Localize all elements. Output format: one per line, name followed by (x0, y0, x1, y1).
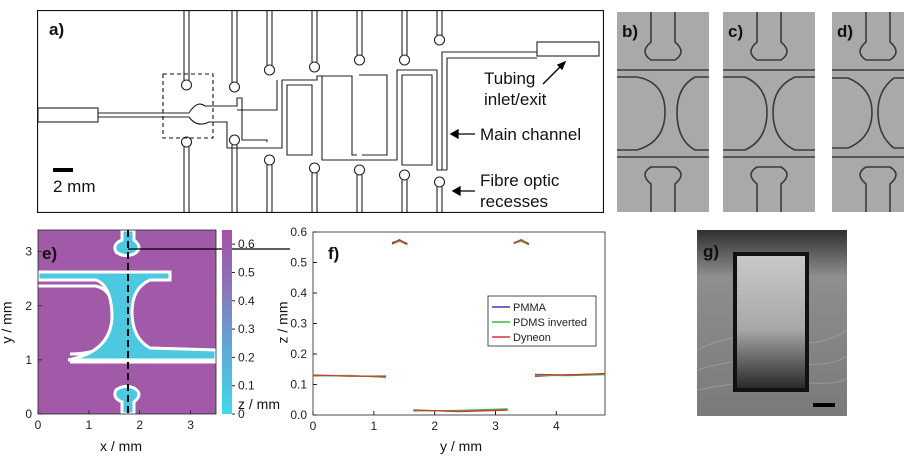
heatmap-xtick-label: 2 (136, 418, 143, 432)
colorbar-tick-label: 0.2 (238, 350, 255, 364)
profile-ytick-label: 0.6 (290, 225, 307, 239)
profile-ylabel: z / mm (274, 301, 291, 344)
profile-ytick-label: 0.4 (290, 286, 307, 300)
profile-xtick-label: 4 (553, 419, 560, 433)
profile-xtick-label: 0 (310, 419, 317, 433)
heatmap-ytick-label: 3 (25, 245, 32, 259)
micrograph-c: c) (723, 12, 815, 212)
panel-f-label: f) (328, 244, 340, 263)
panel-d-label: d) (837, 22, 854, 41)
series-line-pdms-inverted (391, 240, 408, 246)
micrograph-d: d) (832, 12, 904, 212)
colorbar-tick-label: 0.4 (238, 294, 255, 308)
channel-schematic (36, 9, 605, 214)
heatmap-ylabel: y / mm (0, 301, 15, 344)
legend-entry: Dyneon (513, 332, 551, 344)
heatmap-xtick-label: 0 (35, 418, 42, 432)
profile-xtick-label: 3 (492, 419, 499, 433)
panel-a-label: a) (49, 20, 65, 39)
profile-ytick-label: 0.3 (290, 317, 307, 331)
legend-entry: PDMS inverted (513, 317, 587, 329)
profile-ytick-label: 0.2 (290, 347, 307, 361)
profile-ytick-label: 0.0 (290, 408, 307, 422)
photo-scale-bar (813, 403, 835, 407)
heatmap-xlabel: x / mm (100, 438, 142, 454)
heatmap-xtick-label: 3 (187, 418, 194, 432)
colorbar-tick-label: 0.1 (238, 379, 255, 393)
heatmap-xtick-label: 1 (86, 418, 93, 432)
panel-e: 0 0.1 0.2 0.3 0.4 0.5 0.6 0 1 2 3 0 1 2 3 e) x / mm y… (0, 222, 300, 456)
main-channel-annotation: Main channel (480, 125, 582, 144)
panel-e-label: e) (42, 244, 58, 263)
profile-xtick-label: 2 (431, 419, 438, 433)
fibre-annotation-line2: recesses (480, 192, 549, 211)
colorbar-tick-label: 0.5 (238, 265, 255, 279)
panel-g-label: g) (703, 242, 720, 261)
tubing-annotation-line1: Tubing (484, 69, 536, 88)
colorbar-tick-label: 0.6 (238, 237, 255, 251)
panel-f: 0 1 2 3 4 0.0 0.1 0.2 0.3 0.4 0.5 0.6 PMMA PDMS inver… (270, 222, 610, 456)
heatmap-plot: 0 0.1 0.2 0.3 0.4 0.5 0.6 0 1 2 3 0 1 2 3 (25, 228, 300, 432)
heatmap-ytick-label: 0 (25, 407, 32, 421)
profile-xtick-label: 1 (370, 419, 377, 433)
scale-bar-label: 2 mm (53, 177, 96, 196)
panel-c-label: c) (728, 22, 744, 41)
heatmap-ytick-label: 2 (25, 299, 32, 313)
series-line-dyneon (312, 374, 387, 377)
series-line-dyneon (413, 409, 508, 413)
series-line-dyneon (513, 238, 530, 245)
selection-box (162, 73, 214, 139)
panel-b-label: b) (622, 22, 639, 41)
series-line-pdms-inverted (513, 240, 530, 246)
colorbar-label: z / mm (238, 396, 280, 412)
series-line-dyneon (534, 372, 606, 376)
profile-xlabel: y / mm (440, 438, 482, 454)
panel-g: g) (697, 230, 847, 416)
colorbar-tick-label: 0 (238, 407, 245, 421)
heatmap-ytick-label: 1 (25, 353, 32, 367)
panel-a: a) 2 mm Tubing inlet/exit Main channel F… (36, 9, 605, 214)
series-line-pdms-inverted (534, 374, 606, 377)
series-line-dyneon (391, 238, 408, 245)
colorbar (222, 230, 232, 414)
profile-ytick-label: 0.1 (290, 378, 307, 392)
micrograph-b: b) (617, 12, 709, 212)
colorbar-tick-label: 0.3 (238, 322, 255, 336)
legend-entry: PMMA (513, 302, 547, 314)
scale-bar (53, 168, 73, 172)
fibre-annotation-line1: Fibre optic (480, 171, 560, 190)
profile-plot: 0 1 2 3 4 0.0 0.1 0.2 0.3 0.4 0.5 0.6 PMMA PDMS inver… (290, 225, 606, 433)
profile-ytick-label: 0.5 (290, 256, 307, 270)
tubing-annotation-line2: inlet/exit (484, 90, 547, 109)
